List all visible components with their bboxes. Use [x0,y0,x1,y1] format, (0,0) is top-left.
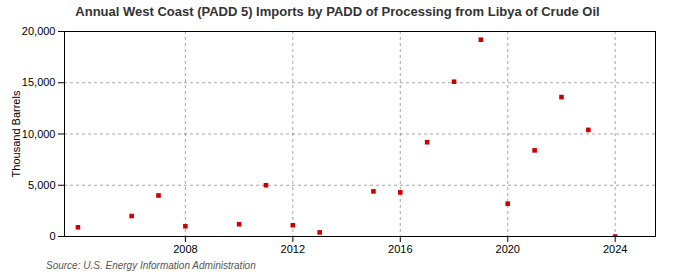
html-text:Annual West Coast (PADD 5) Imp: Annual West Coast (PADD 5) Imports by PA… [75,4,600,19]
svg-text:5,000: 5,000 [28,179,56,191]
svg-text:20,000: 20,000 [22,25,56,37]
svg-text:10,000: 10,000 [22,128,56,140]
svg-text:0: 0 [49,230,55,242]
svg-text:2020: 2020 [496,243,520,255]
svg-text:2016: 2016 [388,243,412,255]
svg-text:Thousand Barrels: Thousand Barrels [10,90,22,177]
svg-text:2012: 2012 [281,243,305,255]
svg-text:15,000: 15,000 [22,76,56,88]
html-text:Source: U.S. Energy Informatio: Source: U.S. Energy Information Administ… [46,260,256,271]
svg-text:2024: 2024 [603,243,627,255]
svg-text:2008: 2008 [173,243,197,255]
